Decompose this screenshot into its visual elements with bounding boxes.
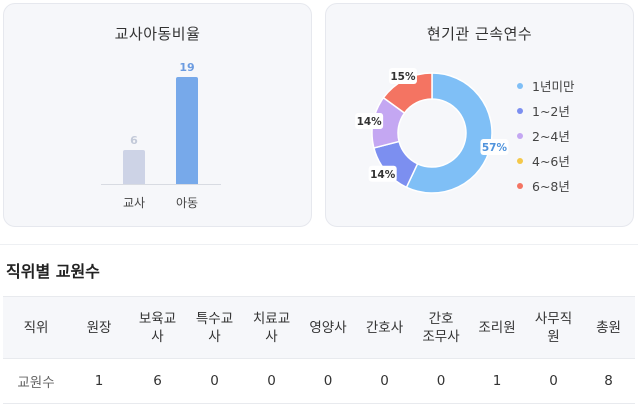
donut-slice-1년미만 xyxy=(405,72,493,194)
bar-baseline xyxy=(101,184,221,185)
bar-category-label: 교사 xyxy=(122,196,146,210)
legend-item[interactable]: 4~6년 xyxy=(517,148,574,173)
table-cell: 1 xyxy=(469,358,525,404)
tenure-donut-chart: 57% 14% 14% 15% xyxy=(355,67,509,194)
donut-value-text: 14% xyxy=(357,116,383,128)
column-header: 영양사 xyxy=(300,296,356,359)
column-header: 간호 조무사 xyxy=(413,296,469,359)
section-divider xyxy=(0,244,638,245)
column-header: 치료교 사 xyxy=(243,296,300,359)
column-header: 간호사 xyxy=(356,296,413,359)
table-cell: 0 xyxy=(186,358,243,404)
table-cell: 0 xyxy=(356,358,413,404)
bar-category-label: 아동 xyxy=(175,196,199,210)
table-cell: 0 xyxy=(413,358,469,404)
bar-value-label: 6 xyxy=(130,134,138,148)
column-header: 사무직 원 xyxy=(525,296,582,359)
legend-label: 4~6년 xyxy=(532,154,570,169)
table-cell: 8 xyxy=(582,358,635,404)
ratio-card: 교사아동비율 6 교사 19 아동 xyxy=(3,3,312,227)
ratio-bar-chart: 6 교사 19 아동 xyxy=(4,4,311,226)
donut-value-text: 14% xyxy=(370,169,396,181)
legend-dot-icon xyxy=(517,82,523,89)
column-header: 조리원 xyxy=(469,296,525,359)
table-cell: 0 xyxy=(300,358,356,404)
donut-value-label: 14% xyxy=(355,113,384,130)
donut-value-text: 15% xyxy=(390,71,416,83)
donut-slice-6~8년 xyxy=(382,72,433,115)
column-header: 원장 xyxy=(69,296,129,359)
donut-value-label: 14% xyxy=(368,165,397,182)
tenure-legend: 1년미만 1~2년 2~4년 4~6년 6~8년 xyxy=(517,73,574,198)
legend-item[interactable]: 2~4년 xyxy=(517,123,574,148)
legend-label: 2~4년 xyxy=(532,129,570,144)
bar-value-label: 19 xyxy=(179,61,195,74)
donut-value-text: 57% xyxy=(482,142,508,154)
legend-dot-icon xyxy=(517,157,523,164)
table-cell: 0 xyxy=(525,358,582,404)
legend-label: 1~2년 xyxy=(532,104,570,119)
table-row: 교원수 1 6 0 0 0 0 0 1 0 8 xyxy=(3,358,635,404)
column-header: 총원 xyxy=(582,296,635,359)
table-cell: 1 xyxy=(69,358,129,404)
legend-dot-icon xyxy=(517,132,523,139)
ratio-card-title: 교사아동비율 xyxy=(114,25,201,43)
donut-value-label: 57% xyxy=(480,138,509,155)
bar-교사 xyxy=(123,150,145,184)
table-cell: 6 xyxy=(129,358,186,404)
legend-item[interactable]: 1~2년 xyxy=(517,98,574,123)
legend-dot-icon xyxy=(517,107,523,114)
legend-item[interactable]: 6~8년 xyxy=(517,173,574,198)
legend-dot-icon xyxy=(517,182,523,189)
donut-value-label: 15% xyxy=(388,67,417,84)
staff-section-title: 직위별 교원수 xyxy=(6,262,100,281)
column-header: 보육교 사 xyxy=(129,296,186,359)
column-header: 직위 xyxy=(3,296,69,359)
table-cell: 0 xyxy=(243,358,300,404)
column-header: 특수교 사 xyxy=(186,296,243,359)
bar-아동 xyxy=(176,77,198,184)
legend-item[interactable]: 1년미만 xyxy=(517,73,574,98)
row-header: 교원수 xyxy=(3,358,69,404)
tenure-card-title: 현기관 근속연수 xyxy=(426,25,533,43)
legend-label: 6~8년 xyxy=(532,179,570,194)
legend-label: 1년미만 xyxy=(532,79,575,94)
